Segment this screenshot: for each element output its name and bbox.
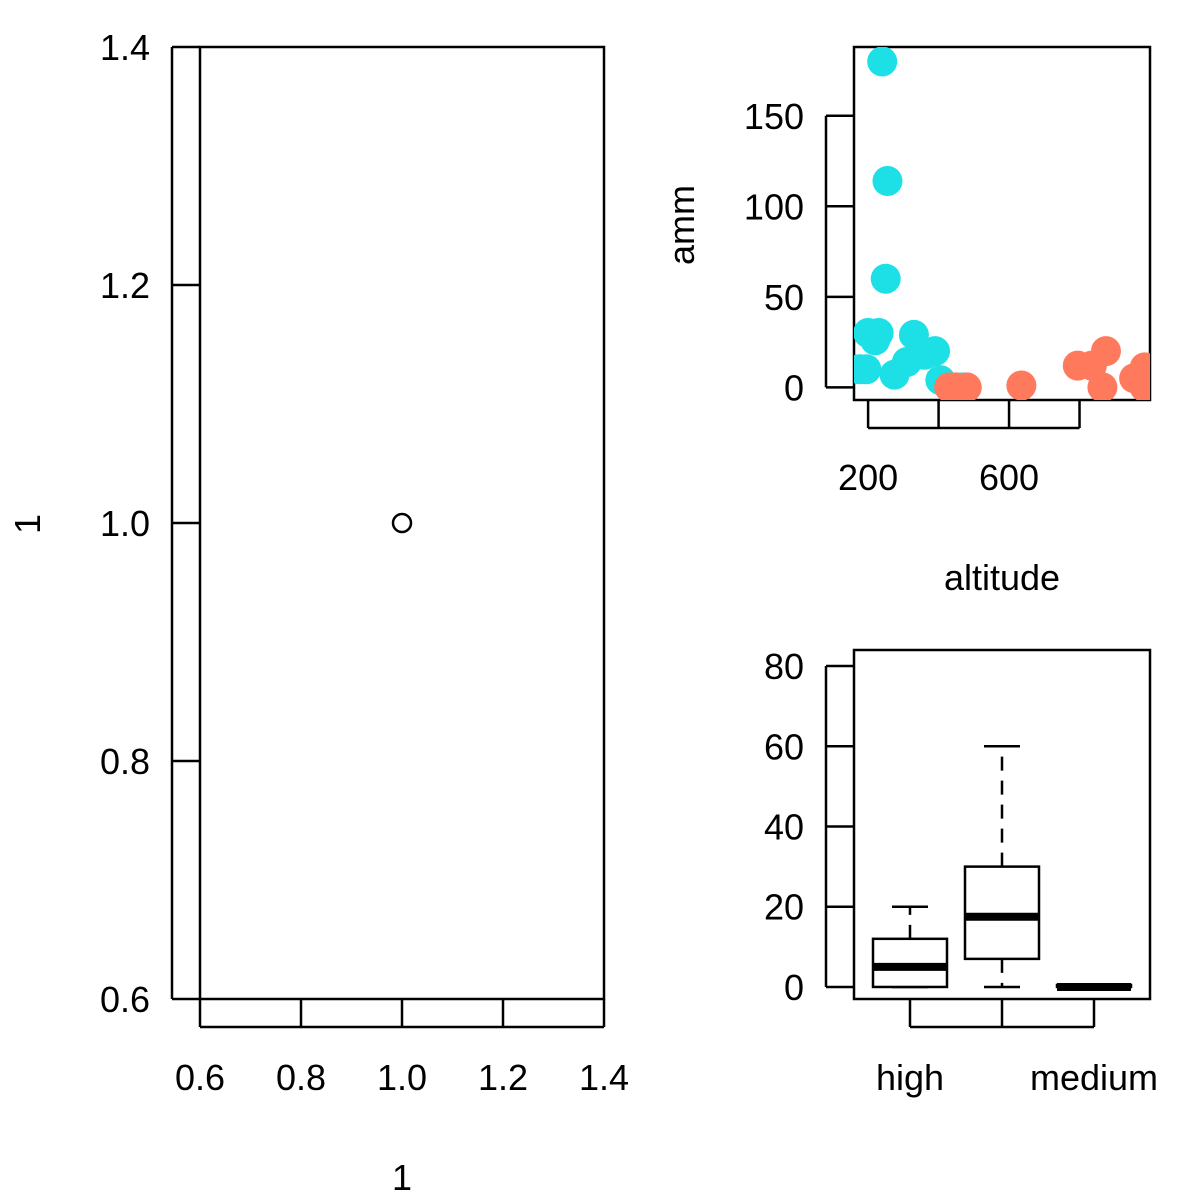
left-x-axis-label: 1 [392, 1157, 412, 1198]
scatter-point-cyan [872, 165, 903, 196]
left-data-point [391, 512, 413, 534]
scatter-point-cyan [867, 47, 898, 77]
boxplot-box [963, 865, 1041, 961]
left-x-tick-label: 1.4 [579, 1057, 629, 1098]
boxplot-y-tick-label: 40 [764, 807, 804, 848]
scatter-y-axis-label: amm [661, 185, 702, 265]
left-y-tick-label: 1.4 [100, 27, 150, 68]
left-y-tick-label: 0.8 [100, 741, 150, 782]
left-x-tick-label: 1.2 [478, 1057, 528, 1098]
scatter-y-tick-label: 0 [784, 367, 804, 408]
left-y-tick-label: 1.0 [100, 503, 150, 544]
scatter-points [854, 47, 1150, 400]
scatter-plot-frame [852, 45, 1152, 402]
boxplot-x-tick-label: medium [1030, 1057, 1158, 1098]
scatter-point-cyan [920, 336, 951, 367]
scatter-point-salmon [1090, 336, 1121, 367]
scatter-x-axis-label: altitude [944, 557, 1060, 598]
scatter-point-cyan [870, 263, 901, 294]
altitude-amm-scatter: 200 600 0 50 100 150 [744, 47, 1150, 498]
left-y-tick-label: 1.2 [100, 265, 150, 306]
scatter-y-tick-label: 50 [764, 277, 804, 318]
left-plot-frame [198, 45, 606, 1001]
left-plot: 0.6 0.8 1.0 1.2 1.4 0.6 0.8 1.0 1.2 1.4 [100, 27, 629, 1098]
boxplot-box [871, 937, 949, 989]
scatter-y-tick-label: 100 [744, 186, 804, 227]
scatter-point-salmon [1087, 372, 1118, 400]
scatter-point-cyan [860, 325, 891, 356]
scatter-point-cyan [879, 359, 910, 390]
scatter-point-salmon [1006, 370, 1037, 400]
boxplot-x-tick-label: high [876, 1057, 944, 1098]
left-x-tick-label: 0.8 [276, 1057, 326, 1098]
boxplot: 0 20 40 60 80 high medium [764, 646, 1158, 1098]
scatter-point-salmon [951, 372, 982, 400]
boxplot-y-tick-label: 20 [764, 887, 804, 928]
boxplot-y-tick-label: 0 [784, 967, 804, 1008]
left-x-tick-label: 0.6 [175, 1057, 225, 1098]
boxplot-y-tick-label: 80 [764, 646, 804, 687]
left-y-tick-label: 0.6 [100, 979, 150, 1020]
left-y-axis-label: 1 [7, 514, 48, 534]
scatter-y-tick-label: 150 [744, 96, 804, 137]
scatter-x-tick-label: 200 [838, 457, 898, 498]
scatter-x-tick-label: 600 [979, 457, 1039, 498]
scatter-point-cyan [854, 354, 882, 385]
scatter-point-salmon [1129, 372, 1150, 400]
left-x-tick-label: 1.0 [377, 1057, 427, 1098]
boxplot-y-tick-label: 60 [764, 726, 804, 767]
